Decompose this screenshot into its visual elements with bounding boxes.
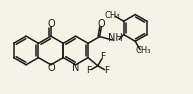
Text: CH₃: CH₃ (135, 46, 151, 55)
Text: N: N (72, 63, 79, 74)
Text: CH₃: CH₃ (104, 11, 120, 20)
Text: F: F (87, 66, 92, 75)
Text: O: O (98, 19, 105, 29)
Text: O: O (47, 19, 55, 29)
Text: F: F (104, 66, 109, 75)
Text: F: F (100, 52, 105, 61)
Text: O: O (47, 63, 55, 74)
Text: NH: NH (108, 33, 123, 43)
